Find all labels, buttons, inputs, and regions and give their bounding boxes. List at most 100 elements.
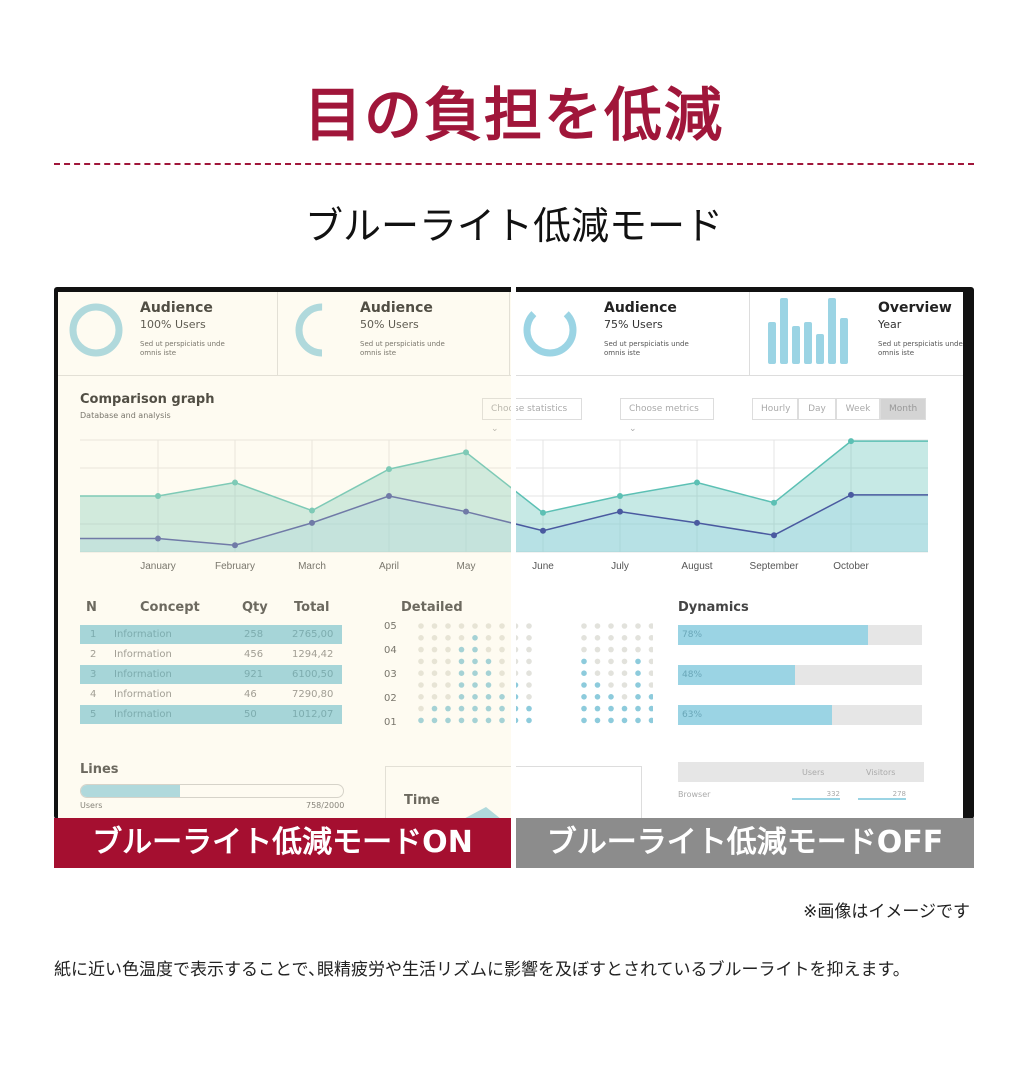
tab-hourly[interactable]: Hourly <box>752 398 798 420</box>
data-point <box>309 519 315 526</box>
dynamics-bar: 78% <box>678 625 922 645</box>
dot <box>485 658 492 665</box>
dot <box>594 658 601 665</box>
dot <box>581 646 587 653</box>
select-label: Choose metrics <box>629 404 699 414</box>
image-note: ※画像はイメージです <box>803 902 970 922</box>
time-chart-icon <box>465 807 500 818</box>
browser-visitors: 278 <box>858 790 906 800</box>
dot <box>526 670 532 676</box>
dot <box>526 705 532 712</box>
x-tick-label: July <box>611 561 629 572</box>
metrics-select[interactable]: Choose metrics ⌄ <box>620 398 714 434</box>
table-cell: Information <box>114 649 172 660</box>
dot <box>431 646 438 653</box>
x-tick-label: January <box>140 561 176 572</box>
dot <box>458 670 465 676</box>
dot <box>648 635 653 641</box>
dot <box>635 623 641 629</box>
table-cell: 456 <box>244 649 264 660</box>
dot <box>485 635 492 641</box>
comparison-chart: January February March April May June July Augu… <box>80 438 928 572</box>
tab-week[interactable]: Week <box>836 398 880 420</box>
dot <box>485 694 492 700</box>
dot <box>608 646 614 653</box>
data-point <box>155 493 161 499</box>
card-desc: Sed ut perspiciatis unde omnis iste <box>360 340 445 357</box>
dot <box>635 694 641 700</box>
overview-card: Overview Year Sed ut perspiciatis unde o… <box>750 292 963 376</box>
dot <box>472 717 478 724</box>
col-users: Users <box>802 768 825 777</box>
table-cell: 1294,42 <box>292 649 334 660</box>
dot <box>635 670 641 676</box>
dot <box>581 694 587 700</box>
dot <box>445 635 451 641</box>
y-label: 03 <box>384 669 397 680</box>
statistics-select[interactable]: Choose statistics ⌄ <box>482 398 582 434</box>
dot <box>594 670 601 676</box>
data-point <box>232 542 238 549</box>
tab-month[interactable]: Month <box>880 398 926 420</box>
tab-day[interactable]: Day <box>798 398 836 420</box>
dot <box>526 682 532 688</box>
dot <box>608 682 614 688</box>
mode-on-banner: ブルーライト低減モードON <box>54 818 511 868</box>
data-point <box>463 508 469 515</box>
dot <box>472 646 478 653</box>
data-point <box>155 535 161 542</box>
dot <box>485 646 492 653</box>
dot <box>608 658 614 665</box>
dot <box>485 623 492 629</box>
card-sub: 50% Users <box>360 318 419 331</box>
dot <box>485 670 492 676</box>
dot <box>499 635 505 641</box>
dot <box>594 682 601 688</box>
dot <box>418 658 424 665</box>
dot <box>648 670 653 676</box>
dot <box>445 623 451 629</box>
dot <box>526 694 532 700</box>
dot <box>608 623 614 629</box>
dot <box>608 705 614 712</box>
table-cell: 1 <box>90 629 97 640</box>
dot <box>499 658 505 665</box>
table-cell: 5 <box>90 709 97 720</box>
x-tick-label: April <box>379 561 399 572</box>
series-line <box>80 440 928 514</box>
dot <box>648 717 653 724</box>
dot <box>499 646 505 653</box>
dot <box>635 646 641 653</box>
x-tick-label: August <box>681 561 712 572</box>
table-cell: Information <box>114 709 172 720</box>
dot <box>608 635 614 641</box>
dot <box>621 717 628 724</box>
col-qty: Qty <box>242 600 268 615</box>
dot <box>621 682 628 688</box>
dot <box>445 694 451 700</box>
dot <box>418 682 424 688</box>
card-title: Audience <box>140 300 213 316</box>
dot <box>499 694 505 700</box>
audience-card-1: Audience 100% Users Sed ut perspiciatis … <box>58 292 278 376</box>
dot <box>472 705 478 712</box>
card-desc: Sed ut perspiciatis unde omnis iste <box>878 340 963 357</box>
dot <box>608 717 614 724</box>
x-tick-label: May <box>457 561 476 572</box>
dot <box>635 705 641 712</box>
dot <box>608 670 614 676</box>
dot <box>431 635 438 641</box>
audience-card-2: Audience 50% Users Sed ut perspiciatis u… <box>278 292 510 376</box>
data-point <box>617 508 623 515</box>
table-cell: 2765,00 <box>292 629 334 640</box>
dot <box>635 717 641 724</box>
dot <box>581 705 587 712</box>
table-cell: 50 <box>244 709 257 720</box>
series-area <box>80 441 928 552</box>
dot <box>621 670 628 676</box>
page-title: 目の負担を低減 <box>303 81 724 149</box>
dot <box>499 670 505 676</box>
dynamics-bar-fill: 63% <box>678 705 832 725</box>
dot <box>594 717 601 724</box>
dot <box>485 717 492 724</box>
